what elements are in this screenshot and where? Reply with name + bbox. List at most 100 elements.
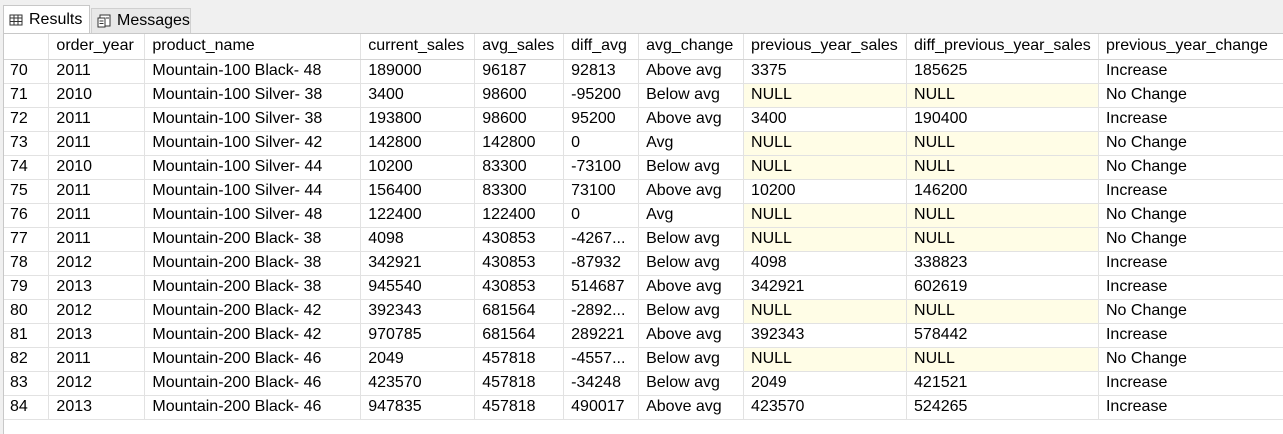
- cell-avg-change[interactable]: Avg: [638, 131, 745, 156]
- cell-diff-previous-year-sales[interactable]: 185625: [906, 59, 1099, 84]
- cell-previous-year-change[interactable]: Increase: [1098, 323, 1283, 348]
- cell-avg-change[interactable]: Above avg: [638, 275, 745, 300]
- cell-product-name[interactable]: Mountain-100 Silver- 44: [144, 179, 362, 204]
- cell-diff-previous-year-sales[interactable]: 602619: [906, 275, 1099, 300]
- column-header-diff-avg[interactable]: diff_avg: [563, 34, 640, 60]
- cell-product-name[interactable]: Mountain-200 Black- 46: [144, 371, 362, 396]
- cell-previous-year-change[interactable]: Increase: [1098, 179, 1283, 204]
- cell-avg-change[interactable]: Above avg: [638, 395, 745, 420]
- row-number[interactable]: 71: [4, 83, 50, 108]
- cell-avg-change[interactable]: Below avg: [638, 371, 745, 396]
- cell-order-year[interactable]: 2011: [48, 179, 146, 204]
- cell-previous-year-change[interactable]: Increase: [1098, 395, 1283, 420]
- cell-order-year[interactable]: 2011: [48, 59, 146, 84]
- cell-previous-year-change[interactable]: Increase: [1098, 59, 1283, 84]
- cell-diff-avg[interactable]: -2892...: [563, 299, 640, 324]
- row-number[interactable]: 72: [4, 107, 50, 132]
- row-number[interactable]: 74: [4, 155, 50, 180]
- cell-current-sales[interactable]: 10200: [360, 155, 476, 180]
- cell-diff-avg[interactable]: 514687: [563, 275, 640, 300]
- cell-previous-year-sales[interactable]: 342921: [743, 275, 908, 300]
- cell-diff-previous-year-sales[interactable]: NULL: [906, 347, 1099, 372]
- cell-current-sales[interactable]: 970785: [360, 323, 476, 348]
- cell-avg-sales[interactable]: 96187: [474, 59, 565, 84]
- column-header-current-sales[interactable]: current_sales: [360, 34, 476, 60]
- column-header-previous-year-change[interactable]: previous_year_change: [1098, 34, 1283, 60]
- cell-diff-avg[interactable]: 289221: [563, 323, 640, 348]
- cell-avg-change[interactable]: Above avg: [638, 179, 745, 204]
- row-number[interactable]: 78: [4, 251, 50, 276]
- cell-order-year[interactable]: 2011: [48, 107, 146, 132]
- cell-diff-previous-year-sales[interactable]: NULL: [906, 83, 1099, 108]
- cell-avg-sales[interactable]: 98600: [474, 107, 565, 132]
- cell-product-name[interactable]: Mountain-200 Black- 38: [144, 227, 362, 252]
- cell-avg-sales[interactable]: 430853: [474, 275, 565, 300]
- cell-order-year[interactable]: 2013: [48, 395, 146, 420]
- cell-avg-sales[interactable]: 83300: [474, 179, 565, 204]
- cell-order-year[interactable]: 2013: [48, 323, 146, 348]
- cell-avg-change[interactable]: Above avg: [638, 323, 745, 348]
- cell-product-name[interactable]: Mountain-100 Black- 48: [144, 59, 362, 84]
- cell-current-sales[interactable]: 945540: [360, 275, 476, 300]
- cell-current-sales[interactable]: 122400: [360, 203, 476, 228]
- tab-results[interactable]: Results: [3, 5, 90, 33]
- cell-previous-year-sales[interactable]: NULL: [743, 83, 908, 108]
- cell-order-year[interactable]: 2011: [48, 227, 146, 252]
- results-grid[interactable]: order_year product_name current_sales avg_s…: [3, 33, 1283, 434]
- cell-diff-previous-year-sales[interactable]: NULL: [906, 299, 1099, 324]
- cell-diff-avg[interactable]: 95200: [563, 107, 640, 132]
- column-header-product-name[interactable]: product_name: [144, 34, 362, 60]
- cell-previous-year-sales[interactable]: 423570: [743, 395, 908, 420]
- cell-current-sales[interactable]: 189000: [360, 59, 476, 84]
- cell-diff-avg[interactable]: 73100: [563, 179, 640, 204]
- column-header-previous-year-sales[interactable]: previous_year_sales: [743, 34, 908, 60]
- cell-order-year[interactable]: 2011: [48, 203, 146, 228]
- cell-diff-previous-year-sales[interactable]: NULL: [906, 227, 1099, 252]
- cell-avg-sales[interactable]: 681564: [474, 323, 565, 348]
- cell-current-sales[interactable]: 342921: [360, 251, 476, 276]
- cell-product-name[interactable]: Mountain-200 Black- 38: [144, 275, 362, 300]
- cell-diff-previous-year-sales[interactable]: 421521: [906, 371, 1099, 396]
- cell-diff-avg[interactable]: 0: [563, 131, 640, 156]
- cell-current-sales[interactable]: 392343: [360, 299, 476, 324]
- row-number[interactable]: 79: [4, 275, 50, 300]
- cell-product-name[interactable]: Mountain-200 Black- 38: [144, 251, 362, 276]
- cell-previous-year-sales[interactable]: NULL: [743, 299, 908, 324]
- row-number[interactable]: 75: [4, 179, 50, 204]
- cell-avg-change[interactable]: Above avg: [638, 59, 745, 84]
- cell-diff-avg[interactable]: 490017: [563, 395, 640, 420]
- cell-current-sales[interactable]: 142800: [360, 131, 476, 156]
- cell-current-sales[interactable]: 156400: [360, 179, 476, 204]
- cell-current-sales[interactable]: 3400: [360, 83, 476, 108]
- cell-product-name[interactable]: Mountain-100 Silver- 42: [144, 131, 362, 156]
- cell-order-year[interactable]: 2011: [48, 131, 146, 156]
- row-number[interactable]: 84: [4, 395, 50, 420]
- cell-product-name[interactable]: Mountain-100 Silver- 38: [144, 83, 362, 108]
- cell-previous-year-sales[interactable]: 4098: [743, 251, 908, 276]
- cell-avg-change[interactable]: Below avg: [638, 299, 745, 324]
- cell-product-name[interactable]: Mountain-200 Black- 46: [144, 395, 362, 420]
- cell-diff-avg[interactable]: -4557...: [563, 347, 640, 372]
- cell-previous-year-change[interactable]: Increase: [1098, 275, 1283, 300]
- row-number[interactable]: 82: [4, 347, 50, 372]
- row-number[interactable]: 77: [4, 227, 50, 252]
- cell-previous-year-change[interactable]: No Change: [1098, 203, 1283, 228]
- cell-current-sales[interactable]: 4098: [360, 227, 476, 252]
- cell-diff-previous-year-sales[interactable]: 190400: [906, 107, 1099, 132]
- cell-avg-change[interactable]: Above avg: [638, 107, 745, 132]
- cell-previous-year-change[interactable]: No Change: [1098, 347, 1283, 372]
- cell-avg-change[interactable]: Below avg: [638, 227, 745, 252]
- cell-diff-previous-year-sales[interactable]: NULL: [906, 203, 1099, 228]
- cell-avg-change[interactable]: Below avg: [638, 251, 745, 276]
- cell-avg-change[interactable]: Below avg: [638, 155, 745, 180]
- cell-previous-year-change[interactable]: No Change: [1098, 131, 1283, 156]
- cell-diff-previous-year-sales[interactable]: NULL: [906, 155, 1099, 180]
- column-header-avg-sales[interactable]: avg_sales: [474, 34, 565, 60]
- cell-order-year[interactable]: 2012: [48, 251, 146, 276]
- cell-avg-change[interactable]: Below avg: [638, 347, 745, 372]
- cell-diff-avg[interactable]: -73100: [563, 155, 640, 180]
- cell-avg-sales[interactable]: 98600: [474, 83, 565, 108]
- cell-avg-sales[interactable]: 122400: [474, 203, 565, 228]
- row-number[interactable]: 80: [4, 299, 50, 324]
- cell-order-year[interactable]: 2012: [48, 371, 146, 396]
